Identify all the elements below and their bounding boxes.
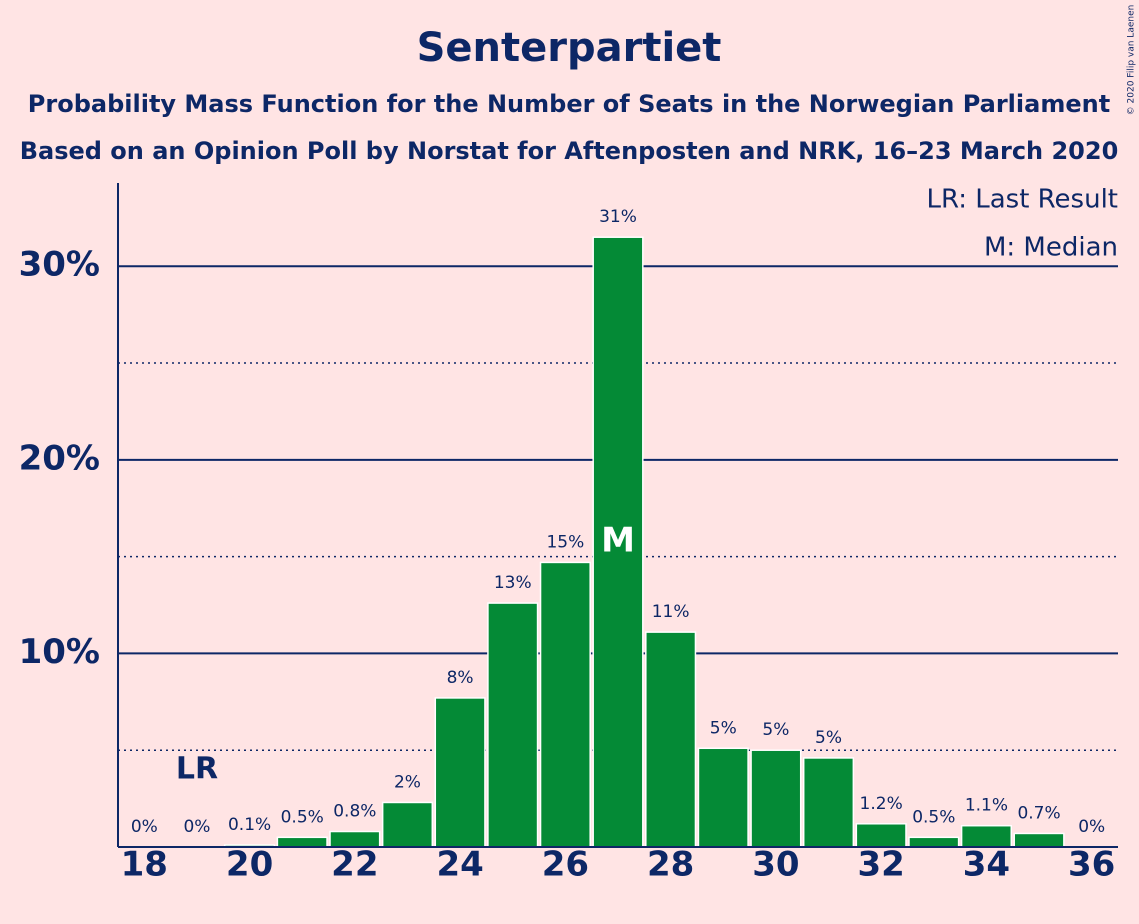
copyright: © 2020 Filip van Laenen [1127, 5, 1137, 116]
median-marker: M [601, 521, 635, 561]
x-tick-label: 34 [963, 845, 1010, 885]
value-label-bg [699, 717, 748, 740]
legend-entry: M: Median [984, 233, 1118, 263]
bar [1013, 832, 1065, 848]
bar [697, 747, 749, 848]
value-label: 1.2% [860, 794, 903, 814]
legend-entry: LR: Last Result [926, 185, 1118, 215]
value-label-bg [962, 794, 1011, 817]
value-label: 5% [815, 728, 842, 748]
bar [802, 757, 855, 848]
value-label: 13% [494, 573, 532, 593]
value-label: 15% [546, 532, 584, 552]
value-label: 0.8% [333, 802, 376, 822]
value-label: 0.1% [228, 815, 271, 835]
value-label-bg [330, 800, 379, 823]
subtitle: Based on an Opinion Poll by Norstat for … [20, 137, 1119, 165]
value-label-bg [646, 601, 695, 624]
value-label: 2% [394, 772, 421, 792]
y-tick-label: 30% [19, 245, 100, 285]
bar [908, 836, 960, 848]
value-label-bg [1015, 802, 1064, 825]
bar [855, 823, 907, 848]
value-label-bg [383, 771, 432, 794]
bar [750, 749, 802, 848]
value-label-bg [1067, 816, 1116, 838]
x-tick-label: 32 [857, 845, 904, 885]
bar [592, 236, 644, 848]
value-label: 5% [762, 720, 789, 740]
x-tick-label: 36 [1068, 845, 1115, 885]
y-tick-label: 10% [19, 632, 100, 672]
value-label-bg [541, 531, 590, 554]
x-tick-label: 30 [752, 845, 799, 885]
chart-title: Senterpartiet [417, 25, 722, 71]
value-label-bg [594, 206, 642, 229]
value-label: 1.1% [965, 796, 1008, 816]
bar [434, 697, 486, 848]
x-tick-label: 22 [331, 845, 378, 885]
value-label: 0.5% [281, 807, 324, 827]
value-label-bg [857, 792, 906, 815]
last-result-marker: LR [176, 752, 218, 787]
value-label: 0.5% [912, 807, 955, 827]
bar [381, 801, 434, 848]
value-label-bg [804, 726, 853, 749]
value-label: 0.7% [1017, 803, 1060, 823]
value-label-bg [278, 806, 327, 829]
x-tick-label: 20 [226, 845, 273, 885]
x-tick-label: 26 [542, 845, 589, 885]
subtitle: Probability Mass Function for the Number… [28, 90, 1110, 118]
value-label-bg [172, 816, 221, 838]
value-label-bg [225, 814, 274, 837]
bar [487, 602, 539, 848]
value-label: 5% [710, 718, 737, 738]
x-tick-label: 18 [121, 845, 168, 885]
value-label-bg [120, 816, 169, 838]
x-tick-label: 24 [436, 845, 483, 885]
value-label-bg [751, 719, 800, 742]
bar [276, 836, 328, 848]
value-label-bg [436, 666, 485, 689]
bar [645, 631, 697, 848]
value-label: 0% [183, 817, 210, 837]
value-label: 0% [1078, 817, 1105, 837]
value-label: 8% [447, 668, 474, 688]
x-tick-label: 28 [647, 845, 694, 885]
value-label-bg [488, 572, 537, 595]
bar [539, 561, 591, 848]
y-tick-label: 20% [19, 438, 100, 478]
value-label: 0% [131, 817, 158, 837]
value-label: 31% [599, 207, 637, 227]
value-label: 11% [652, 602, 690, 622]
value-label-bg [909, 806, 958, 829]
